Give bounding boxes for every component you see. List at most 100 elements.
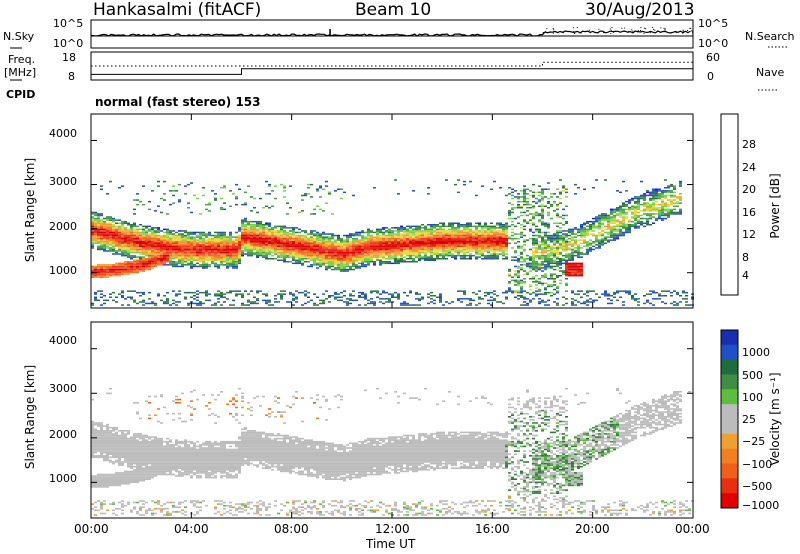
heatmap-cell — [127, 231, 130, 234]
heatmap-cell — [106, 239, 109, 241]
heatmap-cell — [124, 253, 127, 255]
heatmap-cell — [214, 245, 217, 248]
heatmap-cell — [277, 231, 280, 234]
heatmap-cell — [319, 245, 322, 248]
heatmap-cell — [115, 227, 118, 229]
heatmap-cell — [127, 228, 130, 231]
heatmap-cell — [430, 247, 433, 249]
heatmap-cell — [121, 241, 124, 243]
heatmap-cell — [565, 271, 568, 274]
heatmap-cell — [349, 298, 352, 300]
heatmap-cell — [235, 262, 238, 265]
heatmap-cell — [499, 247, 502, 249]
heatmap-cell — [118, 227, 121, 229]
heatmap-cell — [460, 250, 463, 252]
heatmap-cell — [160, 256, 163, 258]
heatmap-cell — [250, 224, 253, 226]
heatmap-cell — [619, 296, 622, 298]
heatmap-cell — [571, 273, 574, 275]
heatmap-cell — [532, 231, 535, 234]
heatmap-cell — [313, 256, 316, 258]
heatmap-cell — [139, 241, 142, 243]
heatmap-cell — [193, 251, 196, 254]
heatmap-cell — [241, 237, 244, 240]
heatmap-cell — [571, 268, 574, 271]
heatmap-cell — [484, 241, 487, 243]
heatmap-cell — [316, 296, 319, 298]
heatmap-cell — [541, 250, 544, 252]
heatmap-cell — [268, 193, 271, 195]
heatmap-cell — [100, 239, 103, 241]
heatmap-cell — [412, 251, 415, 254]
heatmap-cell — [289, 236, 292, 238]
heatmap-cell — [562, 241, 565, 243]
heatmap-cell — [322, 293, 325, 295]
heatmap-cell — [184, 250, 187, 252]
heatmap-cell — [118, 265, 121, 268]
heatmap-cell — [568, 230, 571, 232]
heatmap-cell — [259, 290, 262, 292]
heatmap-cell — [262, 237, 265, 240]
heatmap-cell — [118, 253, 121, 255]
heatmap-cell — [217, 298, 220, 300]
heatmap-cell — [595, 179, 598, 181]
heatmap-cell — [592, 234, 595, 237]
heatmap-cell — [304, 293, 307, 295]
heatmap-cell — [238, 245, 241, 248]
heatmap-cell — [307, 245, 310, 248]
heatmap-cell — [325, 236, 328, 238]
heatmap-cell — [382, 233, 385, 235]
heatmap-cell — [289, 185, 292, 187]
heatmap-cell — [172, 248, 175, 251]
heatmap-cell — [274, 197, 277, 200]
heatmap-cell — [334, 245, 337, 248]
heatmap-cell — [427, 228, 430, 231]
heatmap-cell — [169, 247, 172, 249]
heatmap-cell — [382, 245, 385, 248]
heatmap-cell — [505, 228, 508, 231]
heatmap-cell — [622, 224, 625, 226]
heatmap-cell — [91, 225, 94, 228]
heatmap-cell — [361, 254, 364, 257]
heatmap-cell — [571, 230, 574, 232]
heatmap-cell — [121, 228, 124, 231]
heatmap-cell — [127, 265, 130, 268]
heatmap-cell — [208, 247, 211, 249]
heatmap-cell — [151, 262, 154, 265]
heatmap-cell — [106, 219, 109, 221]
heatmap-cell — [247, 304, 250, 306]
nsky-point — [632, 30, 634, 32]
heatmap-cell — [649, 290, 652, 292]
heatmap-cell — [109, 236, 112, 238]
heatmap-cell — [646, 190, 649, 192]
heatmap-cell — [496, 237, 499, 240]
heatmap-cell — [559, 251, 562, 254]
heatmap-cell — [133, 247, 136, 249]
heatmap-cell — [238, 256, 241, 258]
heatmap-cell — [163, 302, 166, 305]
heatmap-cell — [493, 239, 496, 241]
heatmap-cell — [418, 244, 421, 246]
heatmap-cell — [490, 299, 493, 302]
heatmap-cell — [541, 239, 544, 241]
heatmap-cell — [511, 231, 514, 234]
heatmap-cell — [520, 196, 523, 198]
heatmap-cell — [190, 241, 193, 243]
heatmap-cell — [445, 233, 448, 235]
heatmap-cell — [352, 290, 355, 292]
heatmap-cell — [343, 258, 346, 260]
heatmap-cell — [169, 236, 172, 238]
heatmap-cell — [547, 291, 550, 294]
heatmap-cell — [250, 228, 253, 231]
heatmap-cell — [397, 230, 400, 232]
heatmap-cell — [211, 245, 214, 248]
heatmap-cell — [133, 264, 136, 266]
heatmap-cell — [385, 250, 388, 252]
heatmap-cell — [280, 183, 283, 186]
heatmap-cell — [247, 245, 250, 248]
heatmap-cell — [514, 279, 517, 282]
heatmap-cell — [175, 236, 178, 238]
heatmap-cell — [364, 236, 367, 238]
heatmap-cell — [514, 256, 517, 258]
heatmap-cell — [400, 228, 403, 231]
